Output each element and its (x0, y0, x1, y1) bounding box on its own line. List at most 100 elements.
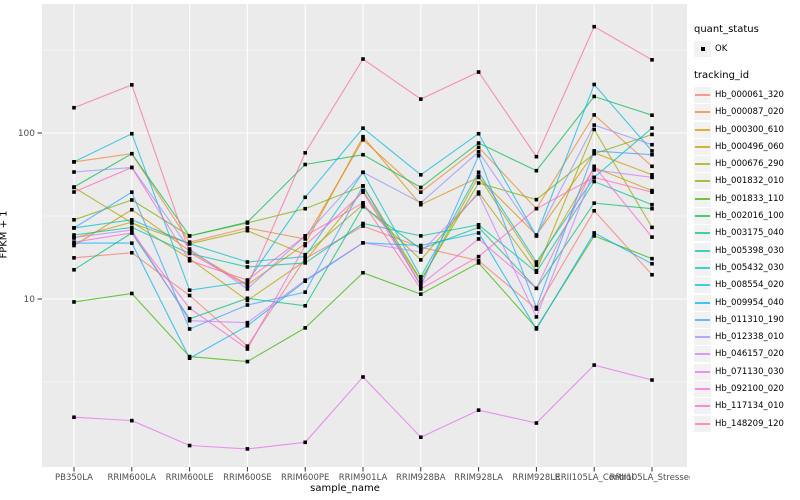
legend-item: Hb_009954_040 (694, 294, 800, 311)
legend-item-label: Hb_005432_030 (715, 262, 784, 273)
data-point (187, 356, 192, 360)
data-point (130, 198, 134, 202)
data-point (476, 170, 481, 175)
data-point (72, 240, 76, 244)
legend-item: Hb_148209_120 (694, 415, 800, 432)
data-point (361, 152, 365, 157)
data-point (130, 207, 134, 212)
data-point (187, 316, 192, 321)
x-tick-label: RRIM928LE (512, 473, 560, 483)
legend-line-icon (695, 180, 710, 183)
legend-line-icon (695, 128, 710, 131)
data-point (419, 97, 423, 101)
data-point (534, 154, 539, 159)
data-point (245, 226, 250, 230)
data-point (592, 94, 596, 99)
data-point (476, 222, 481, 227)
legend-line-icon (695, 93, 710, 96)
legend-line-icon (695, 370, 710, 373)
data-point (534, 315, 539, 319)
data-point (72, 233, 76, 237)
data-point (592, 123, 596, 127)
data-point (592, 208, 596, 213)
x-tick-label: PB350LA (55, 473, 93, 483)
legend-key-swatch (694, 398, 711, 415)
data-point (650, 272, 654, 277)
data-point (130, 217, 134, 222)
data-point (130, 221, 134, 225)
legend-item: Hb_001832_010 (694, 173, 800, 190)
legend-item-label: OK (715, 43, 728, 54)
x-tick-label: RRIM600SE (223, 473, 272, 483)
legend-item: Hb_002016_100 (694, 207, 800, 225)
legend-tracking-id-title: tracking_id (694, 70, 750, 82)
legend-key-swatch (694, 173, 711, 190)
data-point (592, 151, 596, 156)
data-point (534, 327, 539, 331)
data-point (419, 258, 423, 262)
data-point (72, 170, 76, 174)
data-point (534, 270, 539, 275)
data-point (130, 165, 134, 170)
legend-key-swatch (694, 121, 711, 138)
data-point (361, 241, 365, 245)
x-tick-label: RRII105LA_Control (555, 473, 634, 483)
data-point (650, 202, 654, 207)
y-axis-title: FPKM + 1 (0, 210, 10, 259)
data-point (534, 305, 539, 310)
data-point (303, 256, 307, 261)
data-point (72, 415, 76, 420)
legend-key-swatch (694, 329, 711, 346)
data-point (419, 278, 423, 282)
data-point (245, 228, 250, 233)
legend-line-icon (695, 111, 710, 114)
data-point (650, 142, 654, 147)
data-point (361, 190, 365, 194)
data-point (303, 195, 307, 200)
data-point (419, 200, 423, 205)
legend-key-swatch (694, 190, 711, 207)
data-point (650, 152, 654, 157)
data-point (476, 192, 481, 196)
legend-item-label: Hb_000087_020 (715, 107, 784, 118)
data-point (592, 168, 596, 172)
data-point (245, 303, 250, 307)
legend-key-swatch (694, 225, 711, 242)
data-point (592, 363, 596, 367)
data-point (534, 286, 539, 291)
legend-item: Hb_000300_610 (694, 121, 800, 138)
data-point (419, 243, 423, 248)
data-point (650, 113, 654, 118)
legend-key-swatch (694, 346, 711, 363)
legend: quant_status OK tracking_id Hb_000061_32… (694, 24, 800, 445)
data-point (592, 127, 596, 132)
data-point (476, 237, 481, 241)
data-point (650, 256, 654, 261)
legend-item-label: Hb_046157_020 (715, 349, 784, 360)
data-point (130, 225, 134, 230)
data-point (72, 256, 76, 260)
data-point (650, 126, 654, 130)
legend-line-icon (695, 422, 710, 425)
legend-key-swatch (694, 415, 711, 432)
data-point (303, 206, 307, 211)
data-point (303, 290, 307, 294)
legend-item-label: Hb_008554_020 (715, 280, 784, 291)
data-point (592, 82, 596, 87)
data-point (650, 261, 654, 266)
legend-item-label: Hb_003175_040 (715, 228, 784, 239)
legend-item: Hb_071130_030 (694, 363, 800, 380)
data-point (534, 263, 539, 267)
legend-key-swatch (694, 380, 711, 397)
data-point (476, 181, 481, 185)
data-point (187, 258, 192, 263)
data-point (476, 225, 481, 230)
data-point (303, 162, 307, 167)
data-point (419, 202, 423, 207)
legend-item: Hb_117134_010 (694, 398, 800, 415)
legend-item-label: Hb_092100_020 (715, 383, 784, 394)
data-point (130, 418, 134, 423)
data-point (650, 190, 654, 194)
data-point (650, 58, 654, 62)
y-tick-label: 100 (18, 129, 35, 139)
